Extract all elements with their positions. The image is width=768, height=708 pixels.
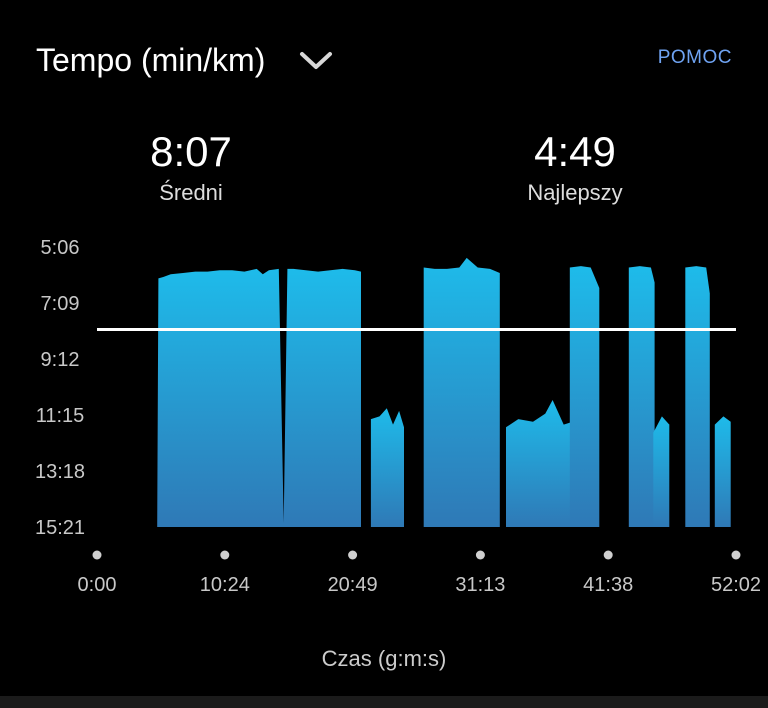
x-tick-label: 41:38 [583, 574, 633, 596]
y-tick-label: 5:06 [41, 237, 80, 259]
pace-segment-8 [685, 266, 710, 527]
x-tick-label: 10:24 [200, 574, 250, 596]
x-tick-label: 0:00 [78, 574, 117, 596]
y-tick-label: 9:12 [41, 349, 80, 371]
y-tick-label: 7:09 [41, 293, 80, 315]
help-link[interactable]: POMOC [657, 47, 732, 68]
x-tick-label: 52:02 [711, 574, 761, 596]
x-tick-dot [475, 550, 485, 560]
x-tick-dot [92, 550, 102, 560]
x-axis-label: Czas (g:m:s) [321, 646, 447, 671]
average-stat: 8:07 Średni [121, 128, 261, 206]
y-tick-label: 15:21 [35, 517, 85, 539]
best-label: Najlepszy [527, 180, 623, 205]
x-tick-label: 31:13 [455, 574, 505, 596]
pace-segment-4 [506, 400, 581, 527]
x-tick-dot [220, 550, 230, 560]
pace-segment-5 [569, 266, 600, 527]
best-stat: 4:49 Najlepszy [505, 128, 645, 206]
pace-segment-3 [423, 257, 500, 527]
x-tick-dot [603, 550, 613, 560]
average-label: Średni [159, 180, 223, 205]
x-tick-dot [731, 550, 741, 560]
best-value: 4:49 [534, 128, 616, 175]
y-tick-label: 11:15 [36, 405, 85, 427]
bottom-bar [0, 696, 768, 708]
pace-segment-6 [628, 266, 655, 527]
chart-header: Tempo (min/km) [36, 38, 333, 82]
x-tick-label: 20:49 [328, 574, 378, 596]
y-tick-label: 13:18 [35, 461, 85, 483]
pace-segment-9 [714, 416, 731, 527]
chevron-down-icon[interactable] [299, 48, 333, 72]
pace-segment-2 [370, 408, 404, 527]
pace-segment-7 [653, 416, 670, 527]
x-tick-dot [348, 550, 358, 560]
average-value: 8:07 [150, 128, 232, 175]
pace-segment-1 [157, 268, 361, 527]
metric-title: Tempo (min/km) [36, 41, 266, 78]
